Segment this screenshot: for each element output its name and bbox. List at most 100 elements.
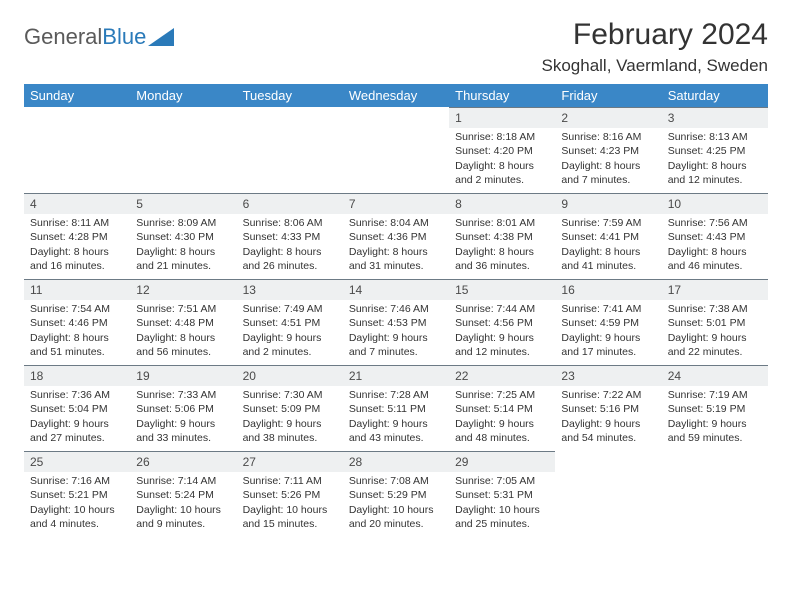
day-sr-text: Sunrise: 7:36 AM — [30, 388, 124, 402]
day-ss-text: Sunset: 5:16 PM — [561, 402, 655, 416]
day-d1-text: Daylight: 8 hours — [455, 159, 549, 173]
day-number: 16 — [555, 279, 661, 300]
day-body: Sunrise: 7:38 AMSunset: 5:01 PMDaylight:… — [662, 300, 768, 363]
day-number: 3 — [662, 107, 768, 128]
day-ss-text: Sunset: 5:21 PM — [30, 488, 124, 502]
calendar-day-cell: 3Sunrise: 8:13 AMSunset: 4:25 PMDaylight… — [662, 107, 768, 193]
day-number: 27 — [237, 451, 343, 472]
day-sr-text: Sunrise: 7:25 AM — [455, 388, 549, 402]
day-d2-text: and 25 minutes. — [455, 517, 549, 531]
day-ss-text: Sunset: 4:30 PM — [136, 230, 230, 244]
day-d1-text: Daylight: 10 hours — [455, 503, 549, 517]
day-ss-text: Sunset: 5:01 PM — [668, 316, 762, 330]
day-d2-text: and 4 minutes. — [30, 517, 124, 531]
day-body: Sunrise: 7:49 AMSunset: 4:51 PMDaylight:… — [237, 300, 343, 363]
day-number: 9 — [555, 193, 661, 214]
day-d2-text: and 2 minutes. — [243, 345, 337, 359]
day-sr-text: Sunrise: 8:11 AM — [30, 216, 124, 230]
day-ss-text: Sunset: 4:43 PM — [668, 230, 762, 244]
calendar-day-cell: 29Sunrise: 7:05 AMSunset: 5:31 PMDayligh… — [449, 451, 555, 537]
calendar-week-row: 25Sunrise: 7:16 AMSunset: 5:21 PMDayligh… — [24, 451, 768, 537]
calendar-day-cell: 24Sunrise: 7:19 AMSunset: 5:19 PMDayligh… — [662, 365, 768, 451]
day-d1-text: Daylight: 8 hours — [668, 159, 762, 173]
day-body: Sunrise: 7:54 AMSunset: 4:46 PMDaylight:… — [24, 300, 130, 363]
calendar-table: Sunday Monday Tuesday Wednesday Thursday… — [24, 84, 768, 537]
calendar-week-row: 11Sunrise: 7:54 AMSunset: 4:46 PMDayligh… — [24, 279, 768, 365]
calendar-day-cell: 8Sunrise: 8:01 AMSunset: 4:38 PMDaylight… — [449, 193, 555, 279]
day-d2-text: and 22 minutes. — [668, 345, 762, 359]
day-d1-text: Daylight: 9 hours — [243, 417, 337, 431]
day-d2-text: and 2 minutes. — [455, 173, 549, 187]
day-d1-text: Daylight: 8 hours — [243, 245, 337, 259]
day-d1-text: Daylight: 9 hours — [561, 331, 655, 345]
day-number: 21 — [343, 365, 449, 386]
calendar-day-cell: 22Sunrise: 7:25 AMSunset: 5:14 PMDayligh… — [449, 365, 555, 451]
day-d1-text: Daylight: 9 hours — [668, 417, 762, 431]
day-d2-text: and 12 minutes. — [668, 173, 762, 187]
brand-part2: Blue — [102, 24, 146, 50]
day-d1-text: Daylight: 8 hours — [30, 245, 124, 259]
calendar-day-cell — [343, 107, 449, 193]
day-number: 25 — [24, 451, 130, 472]
day-number: 1 — [449, 107, 555, 128]
day-d1-text: Daylight: 10 hours — [349, 503, 443, 517]
day-body: Sunrise: 8:16 AMSunset: 4:23 PMDaylight:… — [555, 128, 661, 191]
day-d2-text: and 51 minutes. — [30, 345, 124, 359]
day-number: 22 — [449, 365, 555, 386]
day-d1-text: Daylight: 9 hours — [668, 331, 762, 345]
weekday-header: Sunday — [24, 84, 130, 107]
day-number: 4 — [24, 193, 130, 214]
weekday-header: Tuesday — [237, 84, 343, 107]
day-body: Sunrise: 7:05 AMSunset: 5:31 PMDaylight:… — [449, 472, 555, 535]
day-number: 7 — [343, 193, 449, 214]
day-body: Sunrise: 7:28 AMSunset: 5:11 PMDaylight:… — [343, 386, 449, 449]
day-d2-text: and 12 minutes. — [455, 345, 549, 359]
page-header: GeneralBlue February 2024 Skoghall, Vaer… — [24, 18, 768, 76]
calendar-week-row: 1Sunrise: 8:18 AMSunset: 4:20 PMDaylight… — [24, 107, 768, 193]
day-d2-text: and 17 minutes. — [561, 345, 655, 359]
weekday-header: Friday — [555, 84, 661, 107]
calendar-day-cell — [662, 451, 768, 537]
day-number: 14 — [343, 279, 449, 300]
calendar-day-cell: 7Sunrise: 8:04 AMSunset: 4:36 PMDaylight… — [343, 193, 449, 279]
day-ss-text: Sunset: 5:06 PM — [136, 402, 230, 416]
day-d2-text: and 41 minutes. — [561, 259, 655, 273]
day-d1-text: Daylight: 8 hours — [30, 331, 124, 345]
day-body: Sunrise: 7:14 AMSunset: 5:24 PMDaylight:… — [130, 472, 236, 535]
day-number: 13 — [237, 279, 343, 300]
brand-part1: General — [24, 24, 102, 50]
day-number: 18 — [24, 365, 130, 386]
day-sr-text: Sunrise: 7:33 AM — [136, 388, 230, 402]
calendar-day-cell: 15Sunrise: 7:44 AMSunset: 4:56 PMDayligh… — [449, 279, 555, 365]
day-d1-text: Daylight: 9 hours — [136, 417, 230, 431]
day-sr-text: Sunrise: 7:28 AM — [349, 388, 443, 402]
day-d2-text: and 20 minutes. — [349, 517, 443, 531]
day-d1-text: Daylight: 9 hours — [455, 417, 549, 431]
day-ss-text: Sunset: 5:19 PM — [668, 402, 762, 416]
day-d2-text: and 27 minutes. — [30, 431, 124, 445]
day-body: Sunrise: 7:30 AMSunset: 5:09 PMDaylight:… — [237, 386, 343, 449]
day-number: 23 — [555, 365, 661, 386]
day-d1-text: Daylight: 9 hours — [561, 417, 655, 431]
day-sr-text: Sunrise: 7:30 AM — [243, 388, 337, 402]
calendar-day-cell: 20Sunrise: 7:30 AMSunset: 5:09 PMDayligh… — [237, 365, 343, 451]
day-body: Sunrise: 8:04 AMSunset: 4:36 PMDaylight:… — [343, 214, 449, 277]
day-ss-text: Sunset: 5:24 PM — [136, 488, 230, 502]
day-number: 10 — [662, 193, 768, 214]
calendar-day-cell: 6Sunrise: 8:06 AMSunset: 4:33 PMDaylight… — [237, 193, 343, 279]
day-ss-text: Sunset: 5:31 PM — [455, 488, 549, 502]
calendar-day-cell: 27Sunrise: 7:11 AMSunset: 5:26 PMDayligh… — [237, 451, 343, 537]
day-number: 11 — [24, 279, 130, 300]
day-d2-text: and 59 minutes. — [668, 431, 762, 445]
day-d2-text: and 54 minutes. — [561, 431, 655, 445]
day-body: Sunrise: 8:18 AMSunset: 4:20 PMDaylight:… — [449, 128, 555, 191]
day-body: Sunrise: 7:33 AMSunset: 5:06 PMDaylight:… — [130, 386, 236, 449]
day-ss-text: Sunset: 4:23 PM — [561, 144, 655, 158]
day-sr-text: Sunrise: 7:51 AM — [136, 302, 230, 316]
day-sr-text: Sunrise: 7:11 AM — [243, 474, 337, 488]
day-sr-text: Sunrise: 7:59 AM — [561, 216, 655, 230]
calendar-day-cell — [237, 107, 343, 193]
day-body: Sunrise: 8:09 AMSunset: 4:30 PMDaylight:… — [130, 214, 236, 277]
day-body: Sunrise: 7:59 AMSunset: 4:41 PMDaylight:… — [555, 214, 661, 277]
day-ss-text: Sunset: 5:29 PM — [349, 488, 443, 502]
